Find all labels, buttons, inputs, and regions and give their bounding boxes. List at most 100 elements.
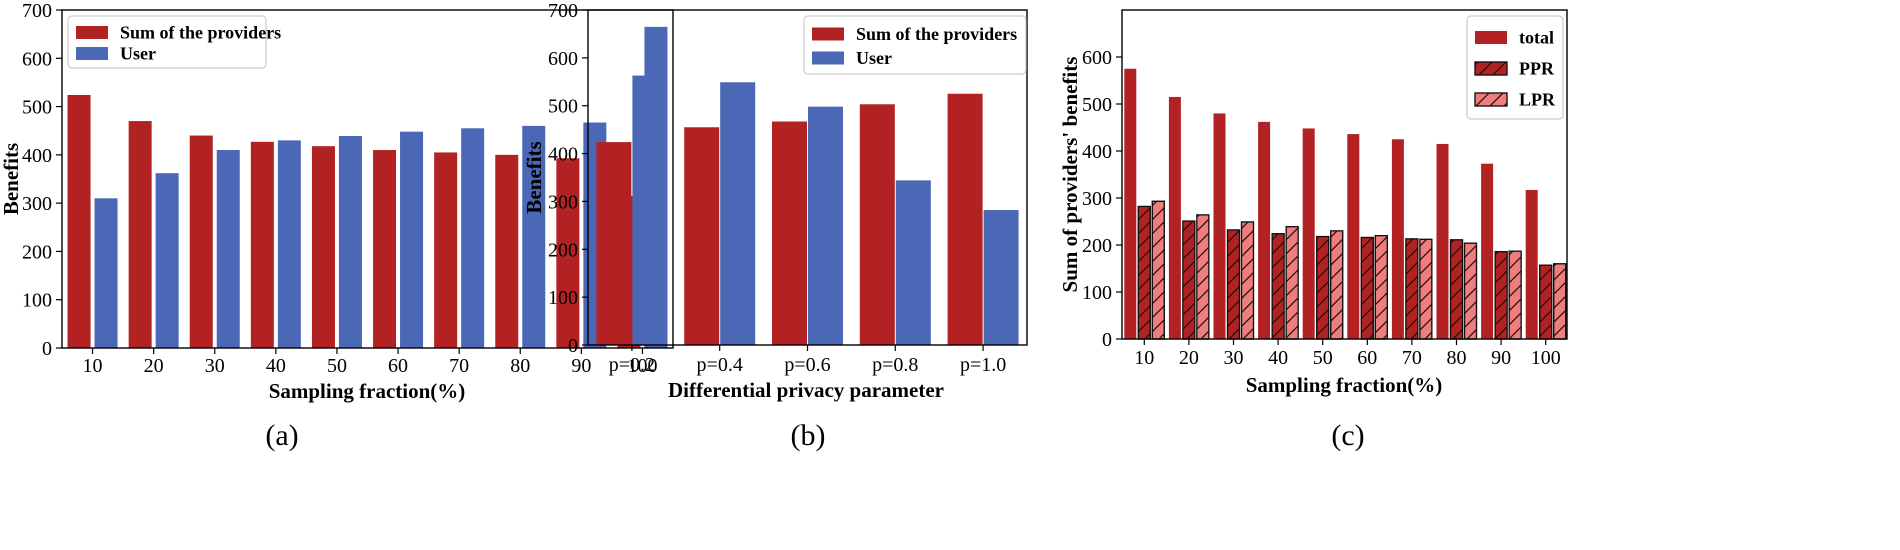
y-tick-label: 700	[22, 0, 52, 22]
panel-label: (b)	[791, 419, 826, 452]
bar-sum-of-the-providers-p0.4	[684, 127, 720, 345]
chart-panel-3: 0 100 200 300 400 500 600 10 20 30 40 50 60 70 80 90 100…	[1058, 9, 1568, 452]
x-axis-label: Sampling fraction(%)	[1246, 373, 1443, 397]
bar-total-30	[1213, 113, 1226, 340]
x-tick-label: 70	[449, 355, 469, 377]
bar-sum-of-the-providers-90	[556, 158, 580, 348]
bar-user-20	[155, 173, 179, 348]
y-axis-label: Benefits	[0, 143, 23, 215]
y-tick-label: 300	[22, 193, 52, 215]
y-tick-label: 400	[548, 144, 578, 166]
bar-user-60	[400, 131, 424, 348]
x-tick-label: 60	[388, 355, 408, 377]
bar-hatch-overlay	[1449, 239, 1464, 340]
bar-sum-of-the-providers-p0.6	[772, 121, 807, 345]
y-tick-label: 500	[22, 97, 52, 119]
bar-user-10	[94, 198, 118, 348]
x-tick-label: 10	[83, 355, 103, 377]
x-tick-label: 50	[1313, 347, 1333, 369]
bar-user-50	[338, 136, 362, 348]
bar-hatch-overlay	[1374, 235, 1388, 340]
y-axis-label: Benefits	[522, 141, 546, 213]
legend-swatch-hatch	[1474, 92, 1508, 107]
legend-label: Sum of the providers	[120, 23, 281, 43]
bar-sum-of-the-providers-p0.8	[859, 104, 895, 346]
bar-hatch-overlay	[1553, 263, 1567, 340]
bar-sum-of-the-providers-40	[250, 141, 274, 348]
y-tick-label: 400	[1082, 141, 1112, 163]
bar-hatch-overlay	[1419, 238, 1433, 340]
bar-total-50	[1302, 128, 1315, 339]
y-tick-label: 200	[22, 241, 52, 263]
panel-label: (c)	[1331, 419, 1364, 452]
bar-sum-of-the-providers-20	[128, 121, 152, 348]
legend-label: User	[120, 44, 156, 64]
y-tick-label: 500	[1082, 94, 1112, 116]
legend-label: Sum of the providers	[856, 24, 1017, 44]
y-tick-label: 200	[548, 239, 578, 261]
y-tick-label: 300	[1082, 188, 1112, 210]
bar-hatch-overlay	[1360, 236, 1374, 340]
y-tick-label: 100	[22, 290, 52, 312]
bar-total-60	[1347, 134, 1360, 339]
bar-hatch-overlay	[1137, 205, 1151, 340]
bar-hatch-overlay	[1285, 226, 1299, 340]
x-tick-label: p=0.4	[697, 354, 743, 376]
y-tick-label: 100	[1082, 282, 1112, 304]
bar-hatch-overlay	[1330, 230, 1344, 340]
legend-label: LPR	[1519, 90, 1556, 110]
y-tick-label: 600	[548, 48, 578, 70]
bar-hatch-overlay	[1405, 238, 1419, 340]
bar-sum-of-the-providers-80	[495, 154, 519, 348]
legend-label: PPR	[1519, 59, 1555, 79]
y-tick-label: 700	[548, 0, 578, 22]
bar-total-20	[1168, 96, 1181, 339]
bar-hatch-overlay	[1463, 242, 1478, 340]
legend-swatch-sum-of-the-providers	[76, 26, 108, 39]
x-axis-label: Differential privacy parameter	[668, 378, 944, 402]
legend-label: total	[1519, 28, 1554, 48]
bar-total-70	[1391, 139, 1404, 339]
bar-user-p0.4	[720, 82, 756, 345]
bar-user-80	[522, 125, 546, 348]
x-tick-label: p=0.8	[872, 354, 918, 376]
x-tick-label: 100	[627, 355, 657, 377]
bar-user-p0.6	[808, 106, 843, 346]
x-tick-label: 20	[1179, 347, 1199, 369]
bar-sum-of-the-providers-p1.0	[947, 93, 983, 345]
x-tick-label: 30	[1224, 347, 1244, 369]
bar-hatch-overlay	[1151, 200, 1165, 340]
bar-user-p0.2	[632, 75, 668, 346]
y-tick-label: 0	[568, 335, 578, 357]
panel-label: (a)	[265, 419, 298, 452]
bar-sum-of-the-providers-30	[189, 135, 213, 348]
bar-hatch-overlay	[1240, 221, 1255, 340]
x-tick-label: 80	[510, 355, 530, 377]
x-tick-label: 90	[571, 355, 591, 377]
y-tick-label: 300	[548, 191, 578, 213]
legend-box	[67, 15, 267, 69]
plot-frame	[61, 9, 674, 349]
x-tick-label: 40	[266, 355, 286, 377]
x-tick-label: 30	[205, 355, 225, 377]
bar-sum-of-the-providers-p0.2	[596, 142, 632, 345]
y-tick-label: 200	[1082, 235, 1112, 257]
bar-hatch-overlay	[1196, 214, 1210, 340]
chart-panel-1: 0 100 200 300 400 500 600 700 10 20 30 40 50 60 70 80 90…	[0, 0, 674, 452]
x-tick-label: 80	[1447, 347, 1467, 369]
bar-total-80	[1436, 143, 1449, 339]
x-tick-label: 90	[1491, 347, 1511, 369]
x-tick-label: p=0.2	[609, 354, 655, 376]
x-tick-label: 40	[1268, 347, 1288, 369]
x-tick-label: 50	[327, 355, 347, 377]
x-tick-label: 100	[1531, 347, 1561, 369]
bar-total-100	[1525, 190, 1538, 339]
x-tick-label: 20	[144, 355, 164, 377]
legend: total PPR LPR	[1466, 15, 1564, 120]
x-axis-label: Sampling fraction(%)	[269, 379, 466, 403]
bar-sum-of-the-providers-10	[67, 94, 91, 349]
bar-hatch-overlay	[1226, 229, 1241, 340]
bar-sum-of-the-providers-70	[434, 152, 458, 348]
